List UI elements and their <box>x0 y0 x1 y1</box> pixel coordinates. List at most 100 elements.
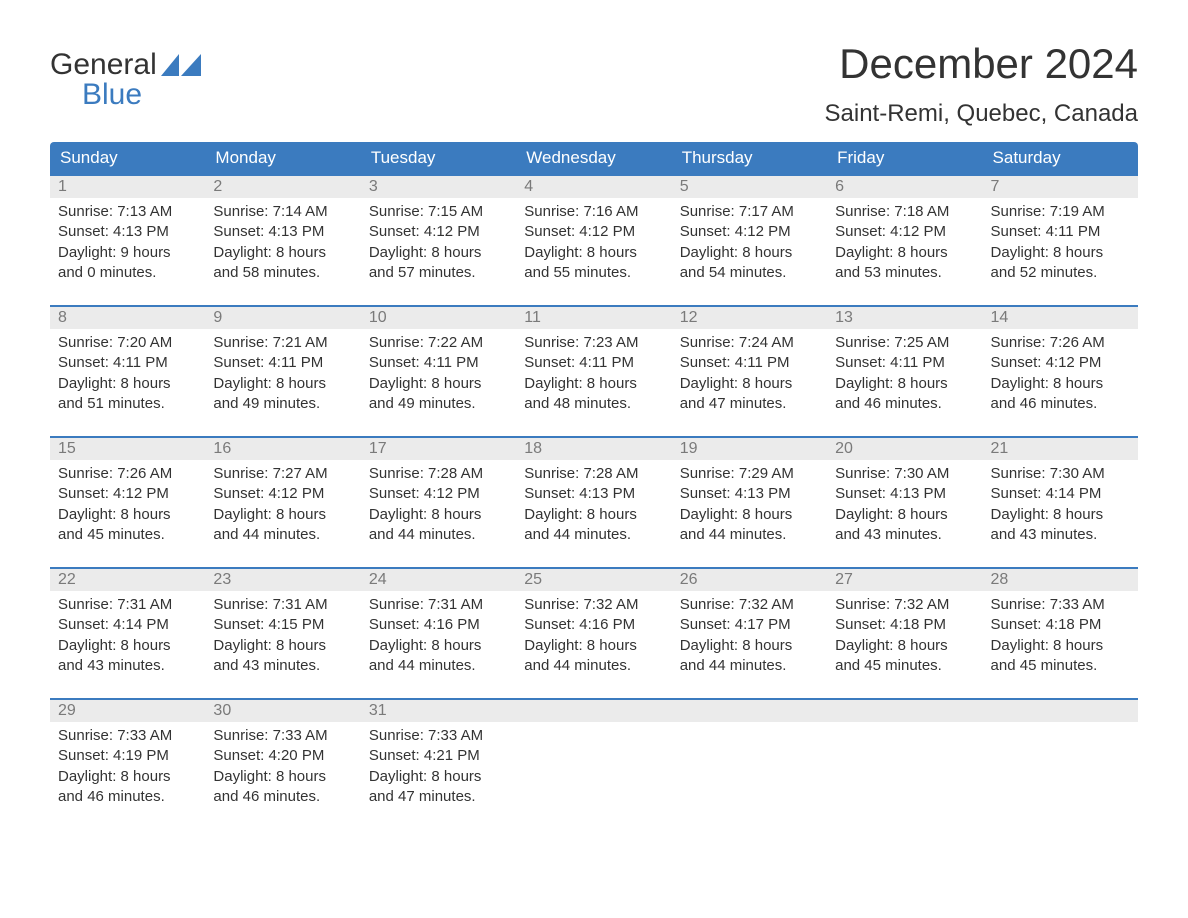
day-number: 22 <box>50 567 205 591</box>
day-sunset: Sunset: 4:16 PM <box>369 615 508 635</box>
day-cell: 27Sunrise: 7:32 AMSunset: 4:18 PMDayligh… <box>827 567 982 680</box>
day-day1: Daylight: 8 hours <box>58 505 197 525</box>
day-header: Saturday <box>983 142 1138 174</box>
day-sunset: Sunset: 4:11 PM <box>524 353 663 373</box>
day-day2: and 46 minutes. <box>58 787 197 807</box>
day-number: 15 <box>50 436 205 460</box>
day-cell: 28Sunrise: 7:33 AMSunset: 4:18 PMDayligh… <box>983 567 1138 680</box>
day-number: 23 <box>205 567 360 591</box>
day-sunset: Sunset: 4:15 PM <box>213 615 352 635</box>
day-sunrise: Sunrise: 7:13 AM <box>58 202 197 222</box>
day-day1: Daylight: 8 hours <box>369 767 508 787</box>
day-cell: 1Sunrise: 7:13 AMSunset: 4:13 PMDaylight… <box>50 174 205 287</box>
day-number: 21 <box>983 436 1138 460</box>
day-sunrise: Sunrise: 7:33 AM <box>58 726 197 746</box>
day-sunrise: Sunrise: 7:31 AM <box>369 595 508 615</box>
day-cell: 23Sunrise: 7:31 AMSunset: 4:15 PMDayligh… <box>205 567 360 680</box>
day-body: Sunrise: 7:33 AMSunset: 4:18 PMDaylight:… <box>983 591 1138 680</box>
day-sunset: Sunset: 4:12 PM <box>369 222 508 242</box>
day-number: . <box>672 698 827 722</box>
day-number: 9 <box>205 305 360 329</box>
day-sunrise: Sunrise: 7:16 AM <box>524 202 663 222</box>
day-day2: and 44 minutes. <box>524 656 663 676</box>
day-body: Sunrise: 7:20 AMSunset: 4:11 PMDaylight:… <box>50 329 205 418</box>
day-day1: Daylight: 8 hours <box>524 374 663 394</box>
day-day1: Daylight: 8 hours <box>524 636 663 656</box>
day-number: 5 <box>672 174 827 198</box>
day-body: Sunrise: 7:19 AMSunset: 4:11 PMDaylight:… <box>983 198 1138 287</box>
day-number: 28 <box>983 567 1138 591</box>
day-cell: 19Sunrise: 7:29 AMSunset: 4:13 PMDayligh… <box>672 436 827 549</box>
day-body: Sunrise: 7:33 AMSunset: 4:20 PMDaylight:… <box>205 722 360 811</box>
day-day1: Daylight: 8 hours <box>835 243 974 263</box>
day-cell: 4Sunrise: 7:16 AMSunset: 4:12 PMDaylight… <box>516 174 671 287</box>
day-number: 26 <box>672 567 827 591</box>
day-cell: 3Sunrise: 7:15 AMSunset: 4:12 PMDaylight… <box>361 174 516 287</box>
day-body: Sunrise: 7:31 AMSunset: 4:15 PMDaylight:… <box>205 591 360 680</box>
day-day1: Daylight: 8 hours <box>680 505 819 525</box>
day-header: Monday <box>205 142 360 174</box>
day-day1: Daylight: 8 hours <box>213 243 352 263</box>
day-day1: Daylight: 8 hours <box>58 374 197 394</box>
day-day2: and 43 minutes. <box>991 525 1130 545</box>
day-header: Thursday <box>672 142 827 174</box>
day-day2: and 0 minutes. <box>58 263 197 283</box>
day-sunset: Sunset: 4:19 PM <box>58 746 197 766</box>
day-body: Sunrise: 7:23 AMSunset: 4:11 PMDaylight:… <box>516 329 671 418</box>
day-number: 16 <box>205 436 360 460</box>
day-cell: 11Sunrise: 7:23 AMSunset: 4:11 PMDayligh… <box>516 305 671 418</box>
day-body: Sunrise: 7:32 AMSunset: 4:17 PMDaylight:… <box>672 591 827 680</box>
day-body: Sunrise: 7:28 AMSunset: 4:13 PMDaylight:… <box>516 460 671 549</box>
day-body: Sunrise: 7:33 AMSunset: 4:21 PMDaylight:… <box>361 722 516 811</box>
day-number: 11 <box>516 305 671 329</box>
day-cell: 25Sunrise: 7:32 AMSunset: 4:16 PMDayligh… <box>516 567 671 680</box>
day-number: . <box>827 698 982 722</box>
calendar: SundayMondayTuesdayWednesdayThursdayFrid… <box>50 142 1138 811</box>
day-cell: 14Sunrise: 7:26 AMSunset: 4:12 PMDayligh… <box>983 305 1138 418</box>
day-number: 6 <box>827 174 982 198</box>
day-body: Sunrise: 7:22 AMSunset: 4:11 PMDaylight:… <box>361 329 516 418</box>
day-cell: 22Sunrise: 7:31 AMSunset: 4:14 PMDayligh… <box>50 567 205 680</box>
day-sunset: Sunset: 4:11 PM <box>58 353 197 373</box>
day-day1: Daylight: 8 hours <box>680 636 819 656</box>
page-title: December 2024 <box>825 40 1139 88</box>
day-day2: and 53 minutes. <box>835 263 974 283</box>
day-number: 3 <box>361 174 516 198</box>
day-cell: 2Sunrise: 7:14 AMSunset: 4:13 PMDaylight… <box>205 174 360 287</box>
day-day2: and 44 minutes. <box>369 656 508 676</box>
day-cell: 21Sunrise: 7:30 AMSunset: 4:14 PMDayligh… <box>983 436 1138 549</box>
day-sunrise: Sunrise: 7:20 AM <box>58 333 197 353</box>
day-number: 29 <box>50 698 205 722</box>
day-sunrise: Sunrise: 7:19 AM <box>991 202 1130 222</box>
day-number: 20 <box>827 436 982 460</box>
day-sunrise: Sunrise: 7:23 AM <box>524 333 663 353</box>
day-day2: and 43 minutes. <box>835 525 974 545</box>
day-body: Sunrise: 7:32 AMSunset: 4:16 PMDaylight:… <box>516 591 671 680</box>
day-day1: Daylight: 8 hours <box>369 636 508 656</box>
day-cell: . <box>983 698 1138 811</box>
day-body: Sunrise: 7:33 AMSunset: 4:19 PMDaylight:… <box>50 722 205 811</box>
day-sunset: Sunset: 4:13 PM <box>524 484 663 504</box>
day-body: Sunrise: 7:18 AMSunset: 4:12 PMDaylight:… <box>827 198 982 287</box>
day-sunrise: Sunrise: 7:15 AM <box>369 202 508 222</box>
day-sunrise: Sunrise: 7:25 AM <box>835 333 974 353</box>
day-body: Sunrise: 7:13 AMSunset: 4:13 PMDaylight:… <box>50 198 205 287</box>
day-number: 14 <box>983 305 1138 329</box>
day-day1: Daylight: 8 hours <box>58 636 197 656</box>
day-day2: and 54 minutes. <box>680 263 819 283</box>
day-body: Sunrise: 7:17 AMSunset: 4:12 PMDaylight:… <box>672 198 827 287</box>
day-sunrise: Sunrise: 7:18 AM <box>835 202 974 222</box>
day-body: Sunrise: 7:31 AMSunset: 4:14 PMDaylight:… <box>50 591 205 680</box>
day-sunset: Sunset: 4:13 PM <box>680 484 819 504</box>
day-body: Sunrise: 7:25 AMSunset: 4:11 PMDaylight:… <box>827 329 982 418</box>
day-day1: Daylight: 8 hours <box>524 243 663 263</box>
day-number: . <box>983 698 1138 722</box>
day-day1: Daylight: 8 hours <box>991 243 1130 263</box>
day-body: Sunrise: 7:30 AMSunset: 4:13 PMDaylight:… <box>827 460 982 549</box>
day-number: 12 <box>672 305 827 329</box>
day-body: Sunrise: 7:24 AMSunset: 4:11 PMDaylight:… <box>672 329 827 418</box>
day-cell: 17Sunrise: 7:28 AMSunset: 4:12 PMDayligh… <box>361 436 516 549</box>
day-day2: and 46 minutes. <box>213 787 352 807</box>
day-day2: and 49 minutes. <box>213 394 352 414</box>
day-day2: and 46 minutes. <box>991 394 1130 414</box>
